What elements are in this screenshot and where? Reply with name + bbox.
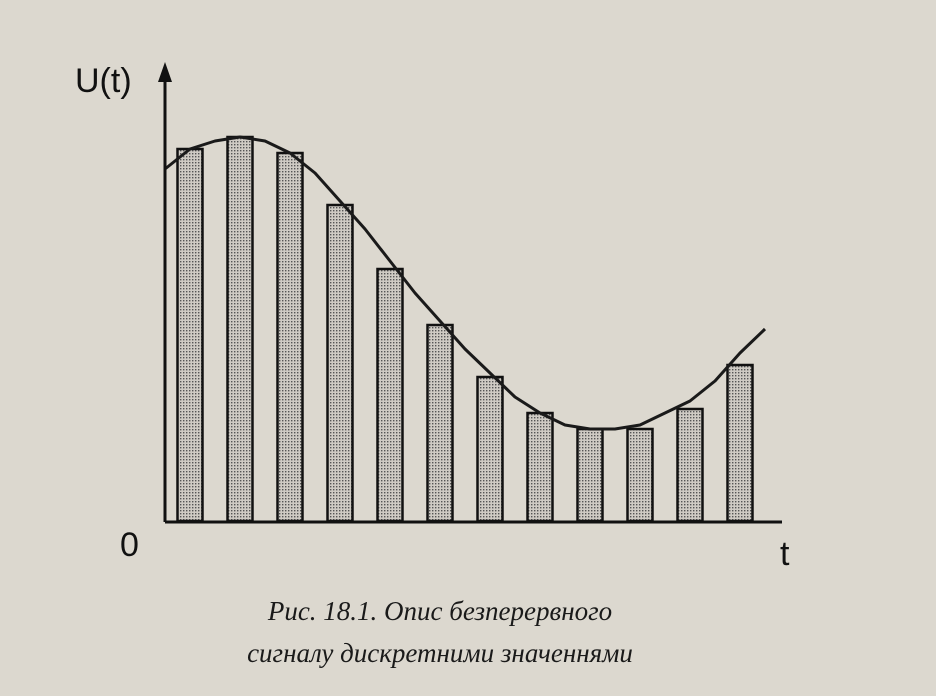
plot-area [164, 135, 767, 523]
bar [526, 411, 554, 523]
caption-line: Рис. 18.1. Опис безперервного [267, 596, 612, 626]
bar [476, 375, 504, 523]
y-axis-label: U(t) [75, 62, 132, 100]
bar [426, 323, 454, 523]
bar [376, 267, 404, 523]
bar [626, 427, 654, 523]
bar [276, 151, 304, 523]
origin-label: 0 [120, 526, 139, 564]
x-axis-label: t [780, 535, 790, 573]
bar [676, 407, 704, 523]
caption-line: сигналу дискретними значеннями [247, 638, 633, 668]
bar [326, 203, 354, 523]
bar [176, 147, 204, 523]
bar [726, 363, 754, 523]
y-axis-arrow [158, 62, 172, 82]
signal-curve [164, 135, 767, 431]
bar [226, 135, 254, 523]
bar [576, 427, 604, 523]
